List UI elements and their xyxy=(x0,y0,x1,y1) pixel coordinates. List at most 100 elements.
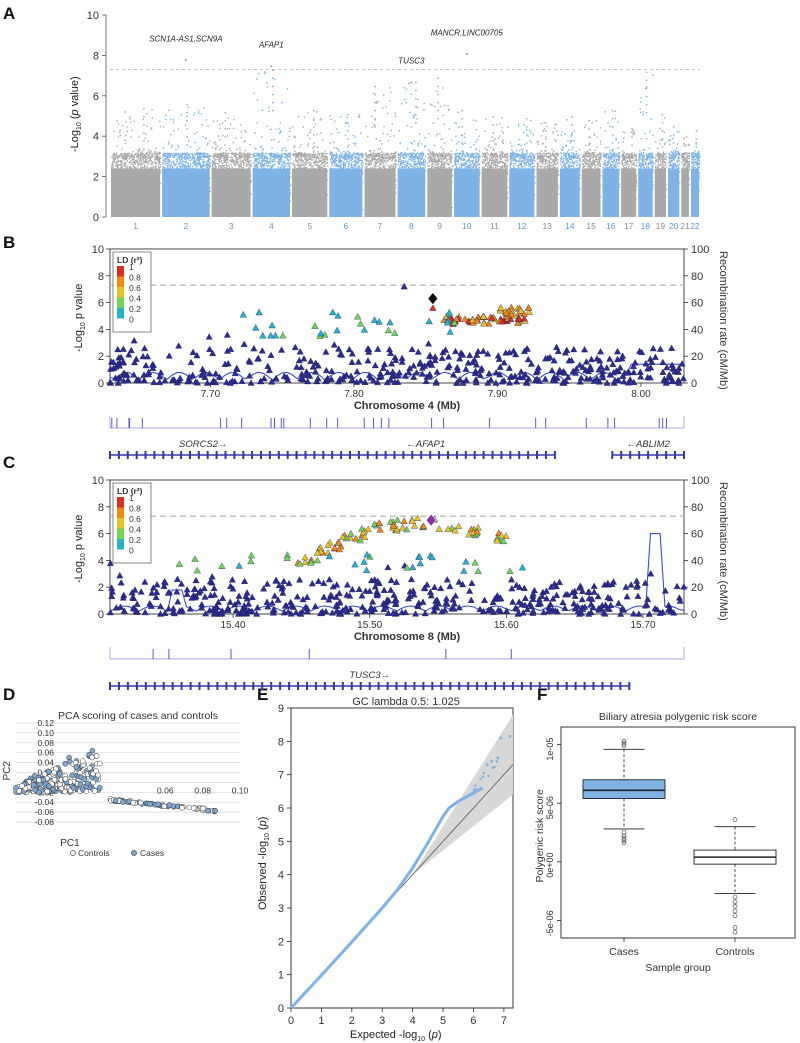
snp-point xyxy=(353,164,355,166)
snp-point xyxy=(389,135,392,138)
snp-point xyxy=(151,109,153,111)
snp-point xyxy=(273,157,275,160)
snp-point xyxy=(152,161,154,163)
snp-point xyxy=(294,164,296,166)
snp-point xyxy=(357,161,359,163)
snp-point xyxy=(133,163,136,165)
snp-point xyxy=(114,156,116,159)
snp-point xyxy=(280,159,283,162)
snp-point xyxy=(395,166,397,168)
snp-point xyxy=(159,172,161,174)
snp-point xyxy=(127,165,129,167)
snp-point xyxy=(344,158,346,161)
snp-point xyxy=(349,152,352,155)
snp-point xyxy=(336,154,338,157)
snp-point xyxy=(217,155,219,157)
snp-point xyxy=(324,153,326,155)
snp-point xyxy=(164,157,166,159)
snp-point xyxy=(203,152,206,154)
snp-band xyxy=(211,168,251,217)
snp-point xyxy=(193,133,196,135)
snp-band xyxy=(397,168,426,217)
snp-point xyxy=(331,162,333,164)
snp-point xyxy=(207,160,210,163)
snp-point xyxy=(413,160,416,163)
snp-point xyxy=(410,158,412,160)
snp-point xyxy=(207,164,209,167)
snp-point xyxy=(399,163,401,165)
snp-point xyxy=(142,160,145,162)
snp-point xyxy=(219,156,221,158)
snp-point xyxy=(314,153,317,155)
snp-point xyxy=(264,160,266,162)
snp-point xyxy=(247,162,250,164)
snp-point xyxy=(383,125,385,128)
snp-point xyxy=(304,155,306,157)
snp-point xyxy=(178,155,180,157)
snp-point xyxy=(142,162,144,164)
snp-point xyxy=(238,155,240,157)
snp-point xyxy=(201,156,204,158)
snp-point xyxy=(186,152,188,154)
snp-point xyxy=(368,161,370,163)
snp-point xyxy=(173,156,175,158)
snp-point xyxy=(323,158,325,161)
snp-point xyxy=(349,159,351,161)
snp-point xyxy=(392,152,394,155)
snp-point xyxy=(223,166,225,168)
snp-point xyxy=(164,153,167,155)
snp-point xyxy=(387,139,389,142)
snp-point xyxy=(123,153,125,155)
snp-point xyxy=(307,153,310,156)
snp-point xyxy=(318,161,320,163)
snp-point xyxy=(336,165,338,168)
snp-point xyxy=(339,116,342,118)
snp-point xyxy=(248,160,250,162)
snp-point xyxy=(181,158,183,160)
snp-point xyxy=(124,152,126,154)
snp-point xyxy=(224,158,226,160)
snp-point xyxy=(172,154,174,157)
snp-point xyxy=(279,158,281,160)
snp-point xyxy=(369,150,372,152)
snp-point xyxy=(211,160,214,162)
snp-point xyxy=(280,156,282,158)
snp-point xyxy=(247,152,249,154)
snp-point xyxy=(228,160,231,162)
snp-point xyxy=(249,161,251,163)
snp-point xyxy=(267,160,269,163)
snp-point xyxy=(420,152,422,155)
snp-point xyxy=(387,152,389,154)
snp-point xyxy=(257,158,259,160)
snp-point xyxy=(362,173,364,175)
snp-point xyxy=(317,146,319,149)
snp-point xyxy=(379,163,381,165)
snp-point xyxy=(217,135,219,137)
snp-point xyxy=(278,154,280,156)
snp-point xyxy=(279,162,281,165)
snp-point xyxy=(417,157,420,159)
snp-point xyxy=(385,162,387,164)
snp-point xyxy=(136,159,138,161)
snp-point xyxy=(375,138,377,140)
snp-point xyxy=(392,155,395,157)
snp-point xyxy=(193,159,195,161)
snp-point xyxy=(353,152,355,155)
snp-point xyxy=(172,153,175,155)
snp-point xyxy=(194,165,197,167)
snp-point xyxy=(116,156,118,158)
snp-point xyxy=(146,165,148,167)
snp-point xyxy=(214,162,216,164)
snp-point xyxy=(394,112,396,114)
snp-point xyxy=(141,153,144,156)
snp-point xyxy=(421,151,424,153)
snp-point xyxy=(197,160,200,162)
snp-point xyxy=(185,157,187,159)
snp-point xyxy=(409,164,411,166)
snp-point xyxy=(382,165,384,167)
snp-point xyxy=(208,163,210,165)
peak-point xyxy=(374,118,376,120)
snp-point xyxy=(261,155,264,158)
snp-point xyxy=(395,164,397,167)
snp-point xyxy=(148,154,150,156)
